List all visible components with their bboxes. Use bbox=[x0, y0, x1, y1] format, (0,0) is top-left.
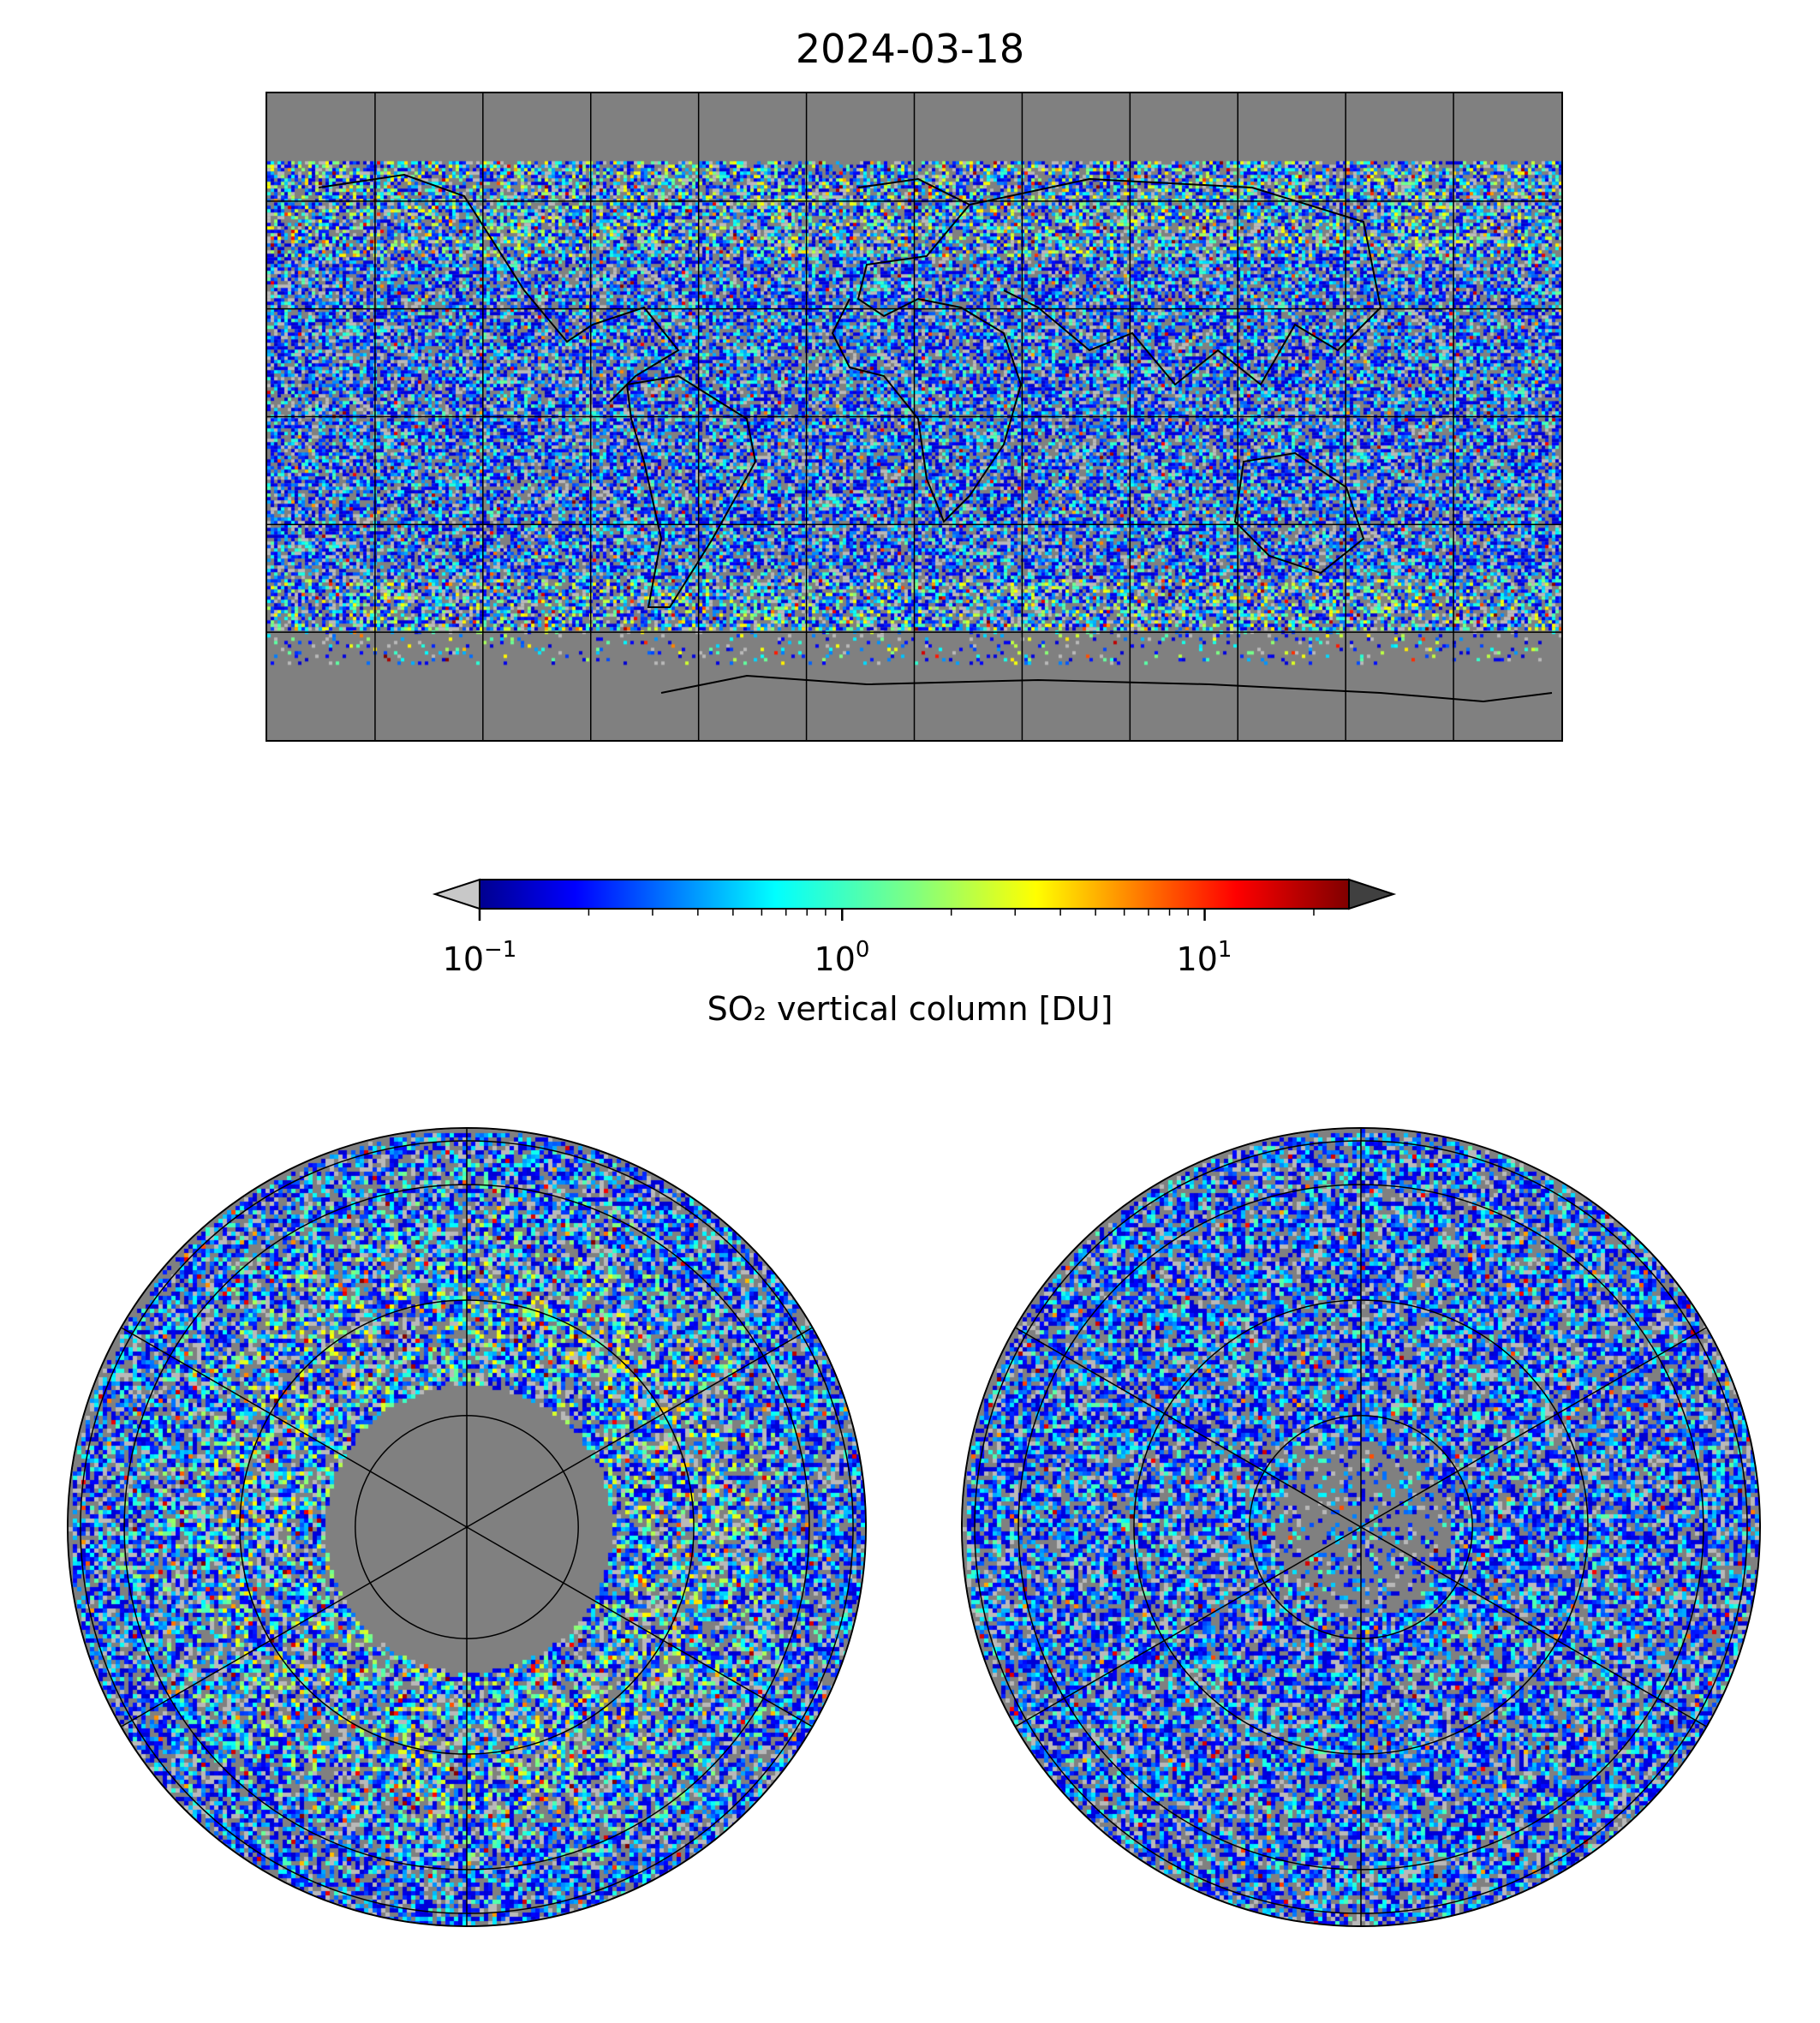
south-polar-map bbox=[961, 1127, 1761, 1927]
meridian-line bbox=[1015, 1327, 1362, 1528]
coastline bbox=[660, 674, 1553, 703]
colorbar-tick-label-1: 10−1 bbox=[442, 937, 517, 978]
colorbar-label: SO₂ vertical column [DU] bbox=[707, 990, 1113, 1028]
coastline bbox=[1233, 451, 1365, 575]
north-polar-map bbox=[67, 1127, 867, 1927]
colorbar-tick-label-2: 100 bbox=[814, 937, 870, 978]
world-gridlines bbox=[267, 93, 1561, 740]
coastline bbox=[318, 173, 680, 403]
meridian-line bbox=[466, 1327, 813, 1528]
world-map bbox=[266, 92, 1563, 742]
south-gridlines bbox=[974, 1129, 1748, 1925]
coastline bbox=[625, 374, 757, 608]
meridian-line bbox=[121, 1526, 468, 1728]
colorbar-over-extension bbox=[1348, 878, 1397, 910]
meridian-line bbox=[1360, 1327, 1707, 1528]
colorbar-gradient bbox=[479, 879, 1350, 910]
coastline bbox=[969, 177, 1382, 386]
meridian-line bbox=[1360, 1526, 1707, 1728]
figure-title: 2024-03-18 bbox=[795, 26, 1025, 72]
colorbar-tick-label-3: 101 bbox=[1176, 937, 1232, 978]
meridian-line bbox=[121, 1327, 468, 1528]
north-gridlines bbox=[80, 1129, 854, 1925]
colorbar-under-extension bbox=[432, 878, 480, 910]
meridian-line bbox=[466, 1526, 813, 1728]
coastline bbox=[831, 177, 1023, 523]
colorbar bbox=[432, 878, 1397, 921]
meridian-line bbox=[1015, 1526, 1362, 1728]
colorbar-ticks bbox=[478, 909, 1315, 921]
